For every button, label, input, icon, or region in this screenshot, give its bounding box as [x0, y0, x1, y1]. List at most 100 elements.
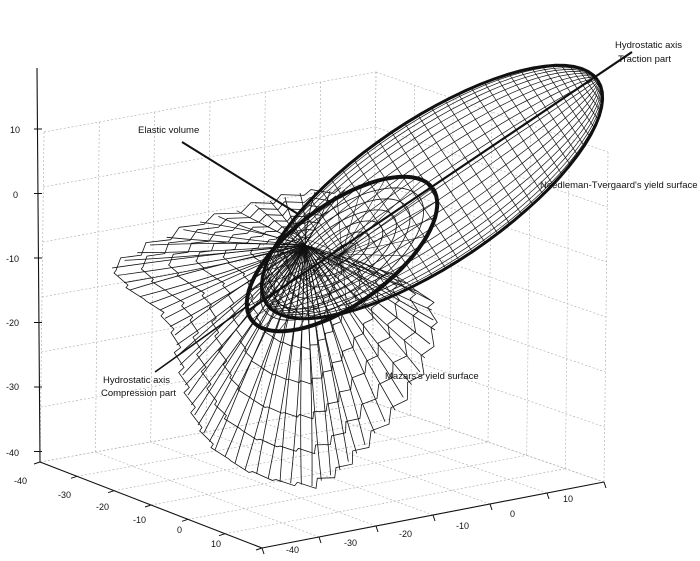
right-tick-mark: [318, 536, 322, 544]
elastic-volume-spoke: [341, 253, 348, 311]
elastic-volume-spoke: [341, 253, 413, 257]
axis-box: [33, 67, 607, 555]
elastic-volume-spoke: [298, 253, 343, 330]
grid-line: [261, 421, 491, 505]
mazars-meridian: [279, 244, 306, 483]
ellipsoid-parallel: [391, 132, 473, 252]
mazars-label: Mazars's yield surface: [385, 371, 479, 382]
elastic-volume-pointer: [181, 141, 299, 215]
grid-line: [372, 346, 605, 428]
left-axis-ticks: -40 -30 -20 -10 0 10: [14, 476, 221, 549]
mazars-meridian: [187, 244, 306, 396]
right-axis-ticks: -40 -30 -20 -10 0 10: [286, 494, 573, 555]
z-axis-line: [36, 67, 41, 463]
grid-line: [373, 291, 606, 373]
right-tick-mark: [375, 525, 379, 533]
left-tick: -20: [96, 502, 109, 512]
elastic-volume-spoke: [341, 187, 433, 255]
left-tick-mark: [255, 547, 263, 551]
left-tick-mark: [218, 533, 226, 537]
right-tick-mark: [489, 503, 493, 511]
ellipsoid-parallel: [320, 189, 393, 297]
mazars-ring: [168, 203, 401, 420]
left-tick: -40: [14, 476, 27, 486]
ellipsoid-parallel: [378, 141, 460, 261]
mazars-meridian: [304, 244, 376, 434]
grid-line: [150, 441, 489, 506]
elastic-volume-label: Elastic volume: [138, 125, 199, 136]
z-tick: -10: [6, 254, 19, 264]
right-tick-mark: [546, 492, 550, 500]
grid-line: [316, 411, 548, 494]
elastic-volume-spoke: [341, 235, 427, 255]
z-axis-ticks: 10 0 -10 -20 -30 -40: [6, 125, 20, 458]
grid-line: [487, 111, 493, 443]
elastic-volume-spoke: [312, 213, 343, 255]
elastic-volume-spoke: [341, 253, 394, 277]
hydrostatic-traction-label: Hydrostatic axis: [615, 40, 682, 51]
hydrostatic-compression-sublabel: Compression part: [101, 388, 176, 399]
grid-line: [40, 346, 373, 408]
right-tick: -10: [456, 521, 469, 531]
ellipsoid-parallel: [353, 159, 433, 277]
elastic-volume-spoke: [277, 253, 343, 332]
elastic-volume-spoke: [321, 253, 343, 323]
grid-line: [43, 71, 377, 133]
grid-line: [375, 126, 608, 208]
ellipsoid-parallel: [561, 65, 599, 120]
needleman-tvergaard-yield-surface: [259, 63, 605, 321]
hydrostatic-compression-label: Hydrostatic axis: [103, 375, 170, 386]
elastic-volume-spoke: [261, 253, 343, 329]
left-tick: 0: [177, 525, 182, 535]
ellipsoid-parallel: [458, 93, 533, 205]
ellipsoid-parallel: [265, 264, 303, 319]
elastic-volume-spoke: [251, 253, 343, 321]
right-tick: -40: [286, 545, 299, 555]
mazars-meridian: [304, 244, 404, 398]
ellipsoid-parallel: [569, 65, 601, 112]
mazars-meridian: [149, 244, 306, 304]
ellipsoid-parallel: [484, 82, 554, 185]
mazars-meridian: [182, 244, 306, 376]
left-tick-mark: [33, 461, 41, 465]
z-tick: 10: [10, 125, 20, 135]
grid-line: [224, 468, 566, 535]
elastic-volume-spoke: [248, 253, 343, 292]
grid-line: [187, 454, 527, 520]
grid-line: [113, 428, 450, 492]
mazars-meridian: [236, 210, 306, 246]
mazars-meridian: [174, 244, 306, 336]
grid-line: [150, 441, 377, 527]
mazars-meridian: [269, 200, 306, 246]
ellipsoid-meridian: [265, 80, 603, 320]
ellipsoid-parallel: [269, 255, 312, 319]
left-tick: -30: [58, 490, 71, 500]
elastic-volume-spoke: [341, 185, 363, 255]
ellipsoid-meridian: [265, 80, 603, 319]
z-tick: 0: [13, 190, 18, 200]
right-tick: 0: [510, 509, 515, 519]
ellipsoid-parallel: [520, 70, 578, 156]
mazars-ring: [113, 187, 438, 489]
grid-line: [260, 91, 266, 423]
left-tick-mark: [181, 518, 189, 522]
ellipsoid-parallel: [431, 107, 511, 225]
mazars-meridian: [304, 244, 332, 476]
mazars-ring: [140, 195, 419, 455]
ellipsoid-parallel: [577, 66, 603, 105]
ellipsoid-parallel: [552, 65, 595, 129]
mazars-meridian: [179, 244, 306, 366]
elastic-volume-spoke: [290, 231, 343, 255]
mazars-meridian: [111, 244, 306, 269]
ellipsoid-parallel: [531, 67, 585, 146]
mazars-meridian: [185, 244, 306, 386]
left-tick-mark: [70, 475, 78, 479]
mazars-meridian: [304, 244, 396, 276]
mazars-meridian: [234, 244, 306, 464]
right-tick: 10: [563, 494, 573, 504]
mazars-meridian: [304, 244, 313, 487]
hydrostatic-traction-sublabel: Traction part: [618, 54, 671, 65]
mazars-meridian: [199, 221, 306, 246]
needleman-tvergaard-label: Needleman-Tvergaard's yield surface: [540, 180, 698, 191]
